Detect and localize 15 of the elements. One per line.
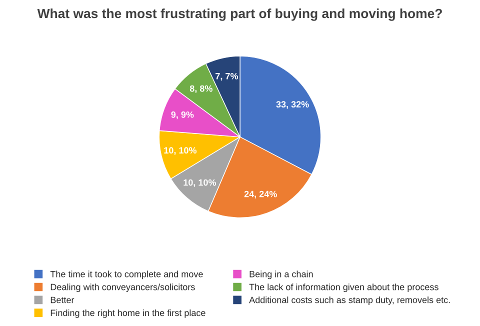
- chart-title: What was the most frustrating part of buying and moving home?: [37, 8, 442, 21]
- data-label: 9, 9%: [171, 111, 194, 120]
- data-label: 8, 8%: [190, 85, 212, 94]
- data-label: 10, 10%: [184, 179, 216, 188]
- legend-label: Finding the right home in the first place: [50, 309, 206, 318]
- legend-label: Being in a chain: [250, 270, 313, 280]
- legend-label: Additional costs such as stamp duty, removels etc.: [249, 296, 450, 305]
- legend-label: The time it took to complete and move: [50, 270, 203, 280]
- data-label: 10, 10%: [164, 147, 197, 155]
- legend-label: Dealing with conveyancers/solicitors: [50, 284, 195, 292]
- legend-label: Better: [50, 296, 74, 304]
- data-label: 7, 7%: [216, 72, 238, 81]
- data-label: 33, 32%: [276, 101, 309, 109]
- data-label: 24, 24%: [244, 190, 277, 199]
- legend-label: The lack of information given about the process: [249, 284, 438, 292]
